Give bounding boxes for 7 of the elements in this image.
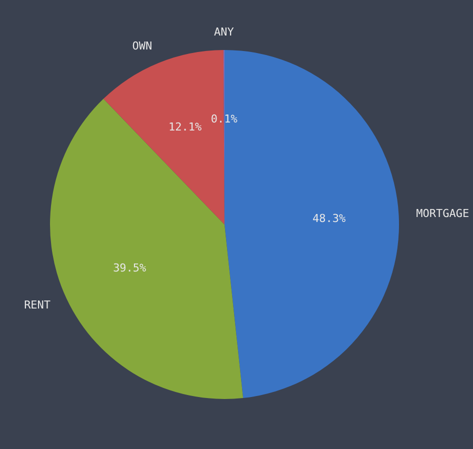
data-label: 39.5% <box>113 262 147 275</box>
slice-label: RENT <box>24 298 51 312</box>
slice-label: OWN <box>132 40 152 53</box>
data-label: 12.1% <box>168 120 202 134</box>
data-label: 48.3% <box>312 212 346 225</box>
slice-label: MORTGAGE <box>416 207 470 220</box>
slice-label: ANY <box>214 25 234 38</box>
